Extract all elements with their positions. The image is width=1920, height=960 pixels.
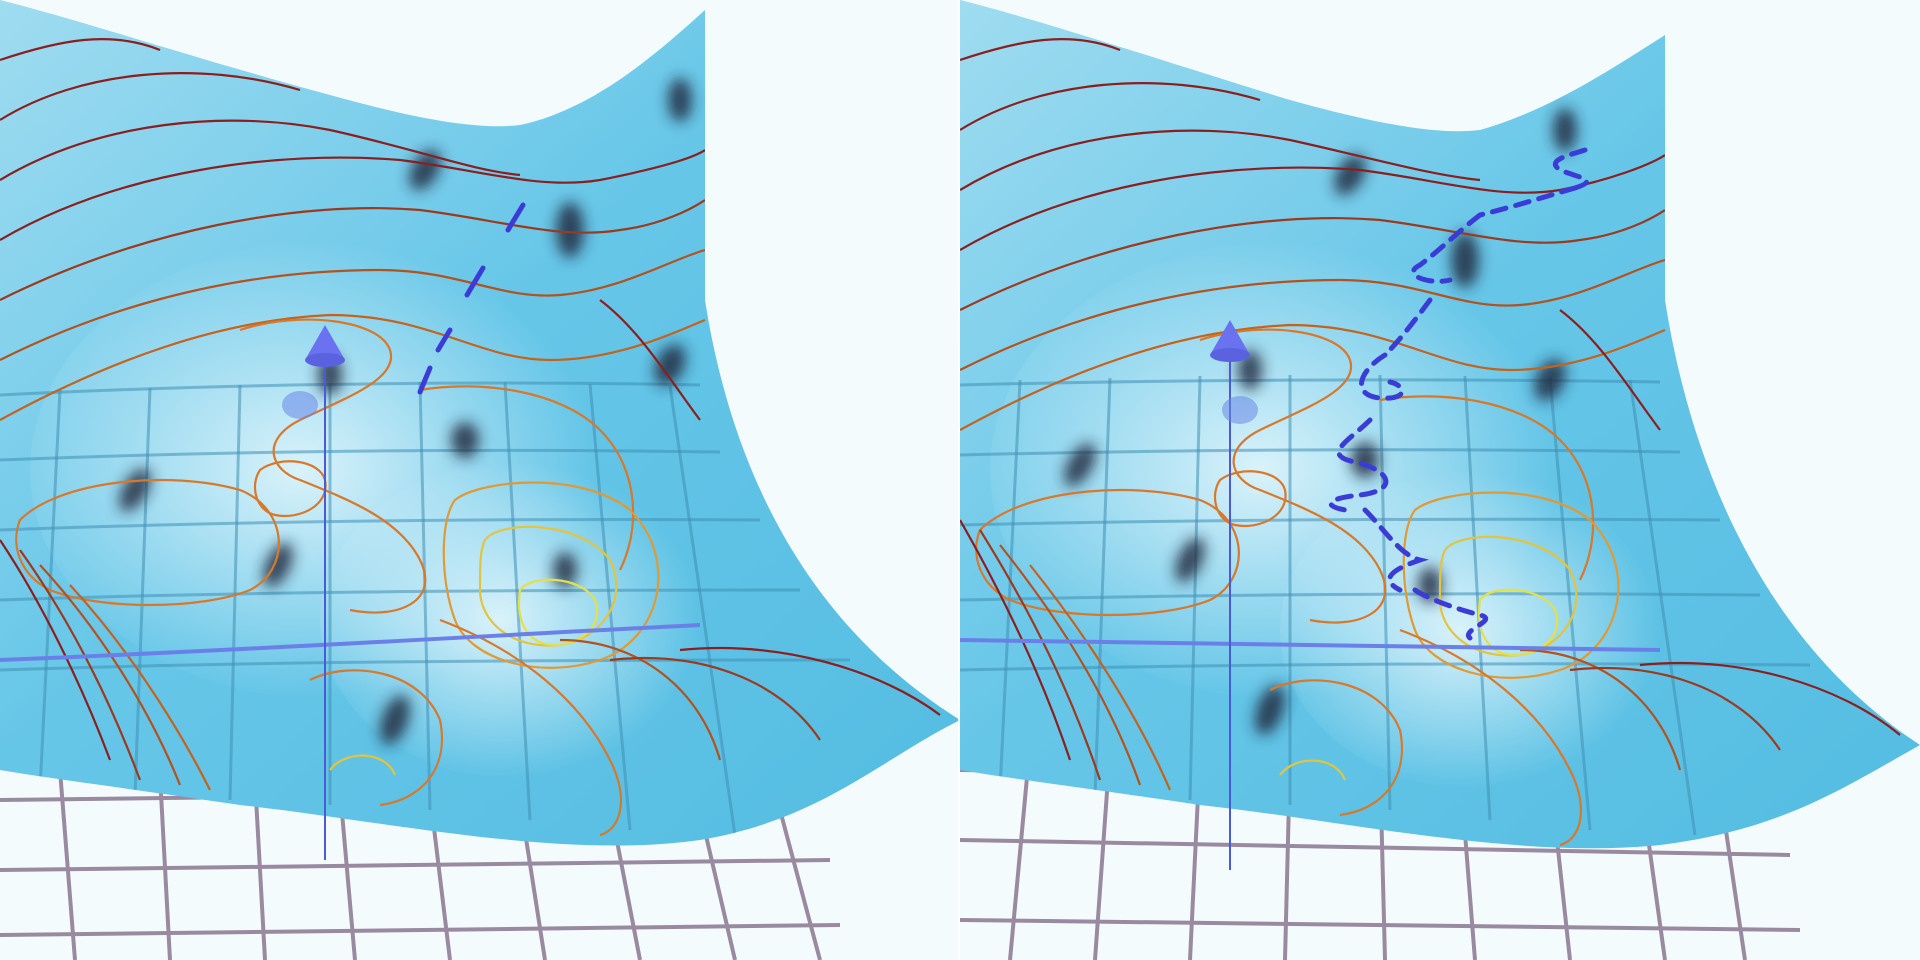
optimization-path xyxy=(1328,147,1590,641)
contour-lines xyxy=(0,37,941,837)
optimization-path xyxy=(417,202,526,395)
axis-line xyxy=(960,638,1661,652)
dark-spots xyxy=(1064,108,1577,735)
contour-lines xyxy=(960,37,1901,847)
left-3d-surface-plot xyxy=(0,0,960,960)
right-3d-surface-plot xyxy=(960,0,1920,960)
marker xyxy=(282,325,345,860)
surface-grid xyxy=(0,381,851,836)
axis-line xyxy=(0,623,701,662)
dark-spots xyxy=(119,78,692,745)
panel-left xyxy=(0,0,960,960)
panel-right xyxy=(960,0,1920,960)
marker xyxy=(1210,320,1258,870)
